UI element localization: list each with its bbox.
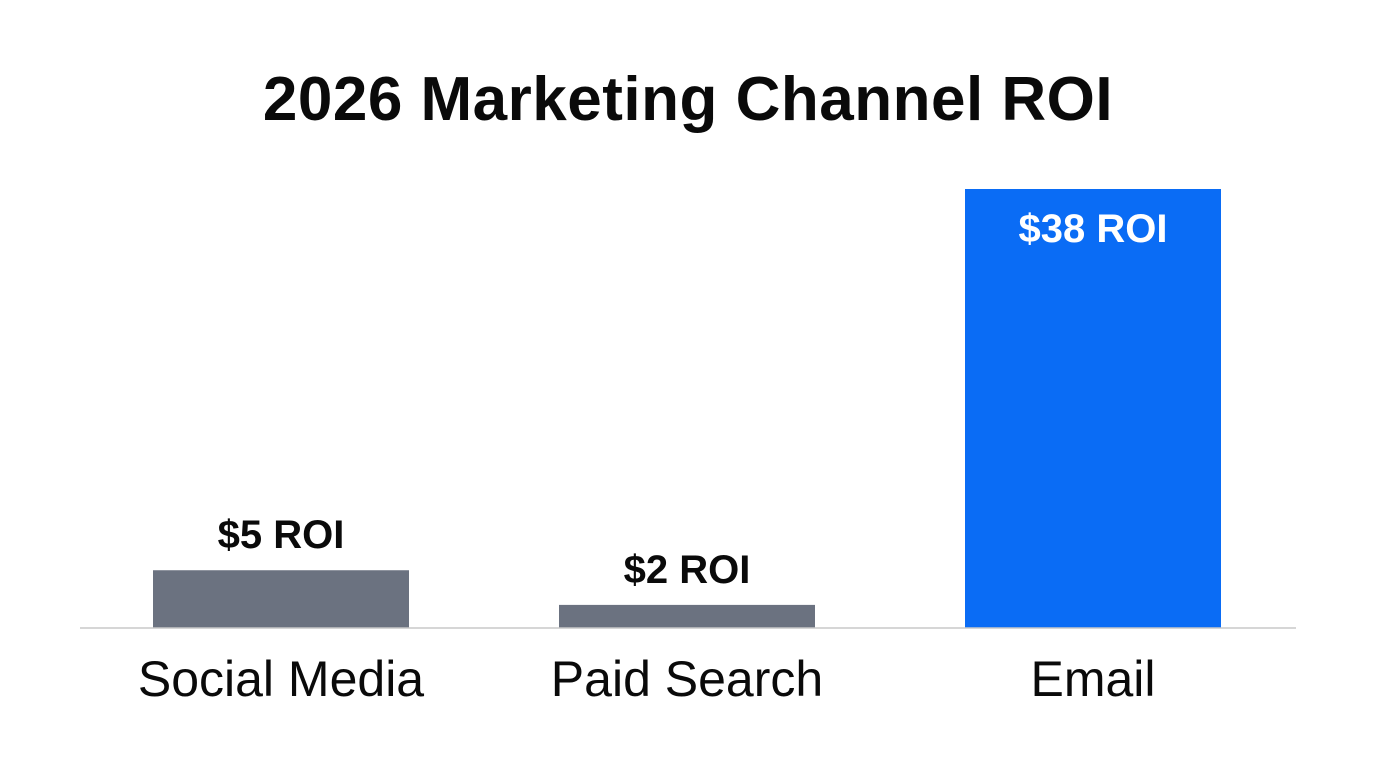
x-tick-label-paid-search: Paid Search bbox=[551, 651, 823, 707]
bars-layer bbox=[153, 189, 1221, 628]
x-tick-label-email: Email bbox=[1030, 651, 1155, 707]
bar-paid-search bbox=[559, 604, 815, 628]
labels-layer: $5 ROI $2 ROI $38 ROI bbox=[218, 207, 1168, 592]
data-label-email: $38 ROI bbox=[1019, 207, 1168, 251]
data-label-social-media: $5 ROI bbox=[218, 513, 345, 557]
bar-social-media bbox=[153, 570, 409, 628]
data-label-paid-search: $2 ROI bbox=[624, 548, 751, 592]
x-tick-label-social-media: Social Media bbox=[138, 651, 424, 707]
ticks-layer: Social Media Paid Search Email bbox=[138, 651, 1156, 707]
chart-title: 2026 Marketing Channel ROI bbox=[262, 65, 1114, 134]
bar-email bbox=[965, 189, 1221, 628]
